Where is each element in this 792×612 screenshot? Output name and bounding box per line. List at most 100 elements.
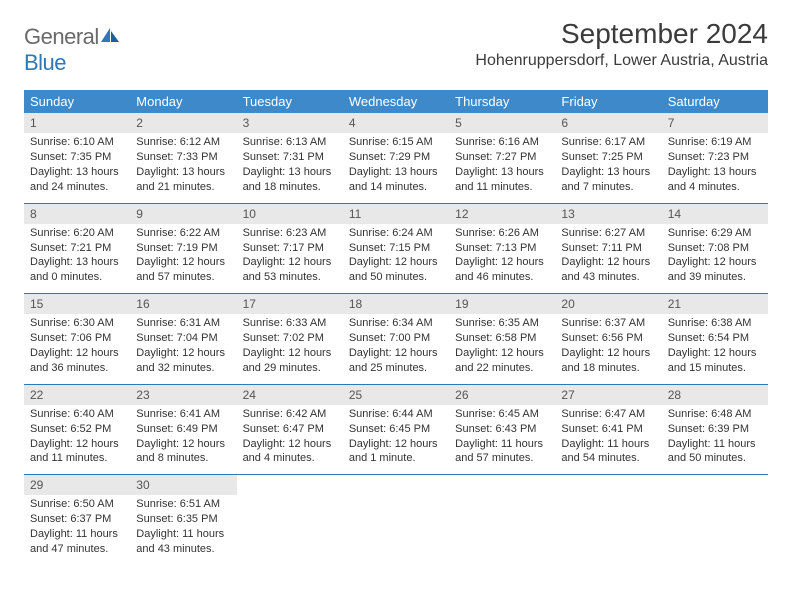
sunset-text: Sunset: 7:04 PM [136,331,230,346]
sunrise-text: Sunrise: 6:20 AM [30,226,124,241]
week-row: 8Sunrise: 6:20 AMSunset: 7:21 PMDaylight… [24,204,768,295]
sunrise-text: Sunrise: 6:47 AM [561,407,655,422]
sunset-text: Sunset: 6:39 PM [668,422,762,437]
sunset-text: Sunset: 7:19 PM [136,241,230,256]
day-number: 27 [555,385,661,405]
day-number: 9 [130,204,236,224]
daylight-text: Daylight: 13 hours [30,165,124,180]
daylight-text: Daylight: 13 hours [349,165,443,180]
daylight-text: Daylight: 12 hours [668,346,762,361]
sunrise-text: Sunrise: 6:29 AM [668,226,762,241]
sunrise-text: Sunrise: 6:44 AM [349,407,443,422]
daylight-text: and 50 minutes. [668,451,762,466]
daylight-text: Daylight: 12 hours [668,255,762,270]
day-cell: 28Sunrise: 6:48 AMSunset: 6:39 PMDayligh… [662,385,768,475]
day-number: 17 [237,294,343,314]
daylight-text: Daylight: 13 hours [243,165,337,180]
calendar: Sunday Monday Tuesday Wednesday Thursday… [24,90,768,565]
day-cell: 2Sunrise: 6:12 AMSunset: 7:33 PMDaylight… [130,113,236,203]
sunset-text: Sunset: 7:35 PM [30,150,124,165]
sunrise-text: Sunrise: 6:45 AM [455,407,549,422]
sunset-text: Sunset: 6:49 PM [136,422,230,437]
daylight-text: and 18 minutes. [561,361,655,376]
sunrise-text: Sunrise: 6:33 AM [243,316,337,331]
day-cell [237,475,343,565]
daylight-text: Daylight: 11 hours [30,527,124,542]
daylight-text: Daylight: 12 hours [136,437,230,452]
day-cell: 14Sunrise: 6:29 AMSunset: 7:08 PMDayligh… [662,204,768,294]
day-number: 18 [343,294,449,314]
dow-sunday: Sunday [24,90,130,113]
location: Hohenruppersdorf, Lower Austria, Austria [475,52,768,70]
day-number: 8 [24,204,130,224]
dow-wednesday: Wednesday [343,90,449,113]
sunset-text: Sunset: 7:00 PM [349,331,443,346]
daylight-text: and 25 minutes. [349,361,443,376]
day-cell: 13Sunrise: 6:27 AMSunset: 7:11 PMDayligh… [555,204,661,294]
daylight-text: and 50 minutes. [349,270,443,285]
sunrise-text: Sunrise: 6:10 AM [30,135,124,150]
sunset-text: Sunset: 6:58 PM [455,331,549,346]
day-cell: 12Sunrise: 6:26 AMSunset: 7:13 PMDayligh… [449,204,555,294]
day-cell [343,475,449,565]
sunset-text: Sunset: 7:02 PM [243,331,337,346]
logo-sail-icon [99,24,121,42]
dow-header: Sunday Monday Tuesday Wednesday Thursday… [24,90,768,113]
sunrise-text: Sunrise: 6:27 AM [561,226,655,241]
sunset-text: Sunset: 7:13 PM [455,241,549,256]
daylight-text: and 18 minutes. [243,180,337,195]
daylight-text: and 8 minutes. [136,451,230,466]
daylight-text: Daylight: 12 hours [561,346,655,361]
daylight-text: and 15 minutes. [668,361,762,376]
day-cell: 26Sunrise: 6:45 AMSunset: 6:43 PMDayligh… [449,385,555,475]
day-number: 14 [662,204,768,224]
day-cell: 11Sunrise: 6:24 AMSunset: 7:15 PMDayligh… [343,204,449,294]
day-cell: 27Sunrise: 6:47 AMSunset: 6:41 PMDayligh… [555,385,661,475]
daylight-text: and 4 minutes. [668,180,762,195]
daylight-text: Daylight: 11 hours [668,437,762,452]
sunrise-text: Sunrise: 6:16 AM [455,135,549,150]
daylight-text: Daylight: 13 hours [455,165,549,180]
sunset-text: Sunset: 7:29 PM [349,150,443,165]
sunset-text: Sunset: 7:27 PM [455,150,549,165]
sunset-text: Sunset: 6:56 PM [561,331,655,346]
sunset-text: Sunset: 6:35 PM [136,512,230,527]
day-number: 10 [237,204,343,224]
sunset-text: Sunset: 7:06 PM [30,331,124,346]
sunrise-text: Sunrise: 6:40 AM [30,407,124,422]
daylight-text: Daylight: 12 hours [136,255,230,270]
daylight-text: Daylight: 12 hours [455,255,549,270]
day-number: 2 [130,113,236,133]
day-number: 4 [343,113,449,133]
daylight-text: and 11 minutes. [455,180,549,195]
sunrise-text: Sunrise: 6:12 AM [136,135,230,150]
daylight-text: and 22 minutes. [455,361,549,376]
daylight-text: and 39 minutes. [668,270,762,285]
sunset-text: Sunset: 6:37 PM [30,512,124,527]
day-number: 7 [662,113,768,133]
logo-text: GeneralBlue [24,24,121,76]
sunrise-text: Sunrise: 6:41 AM [136,407,230,422]
week-row: 1Sunrise: 6:10 AMSunset: 7:35 PMDaylight… [24,113,768,204]
daylight-text: and 21 minutes. [136,180,230,195]
dow-thursday: Thursday [449,90,555,113]
daylight-text: and 0 minutes. [30,270,124,285]
day-cell: 7Sunrise: 6:19 AMSunset: 7:23 PMDaylight… [662,113,768,203]
daylight-text: Daylight: 13 hours [136,165,230,180]
daylight-text: Daylight: 11 hours [136,527,230,542]
day-number: 29 [24,475,130,495]
daylight-text: Daylight: 12 hours [243,255,337,270]
sunrise-text: Sunrise: 6:30 AM [30,316,124,331]
day-number: 16 [130,294,236,314]
daylight-text: and 32 minutes. [136,361,230,376]
week-row: 22Sunrise: 6:40 AMSunset: 6:52 PMDayligh… [24,385,768,476]
daylight-text: Daylight: 13 hours [668,165,762,180]
sunrise-text: Sunrise: 6:48 AM [668,407,762,422]
sunrise-text: Sunrise: 6:19 AM [668,135,762,150]
daylight-text: Daylight: 12 hours [561,255,655,270]
daylight-text: Daylight: 12 hours [349,346,443,361]
logo-word2: Blue [24,50,66,75]
day-cell: 15Sunrise: 6:30 AMSunset: 7:06 PMDayligh… [24,294,130,384]
sunrise-text: Sunrise: 6:51 AM [136,497,230,512]
daylight-text: and 57 minutes. [455,451,549,466]
